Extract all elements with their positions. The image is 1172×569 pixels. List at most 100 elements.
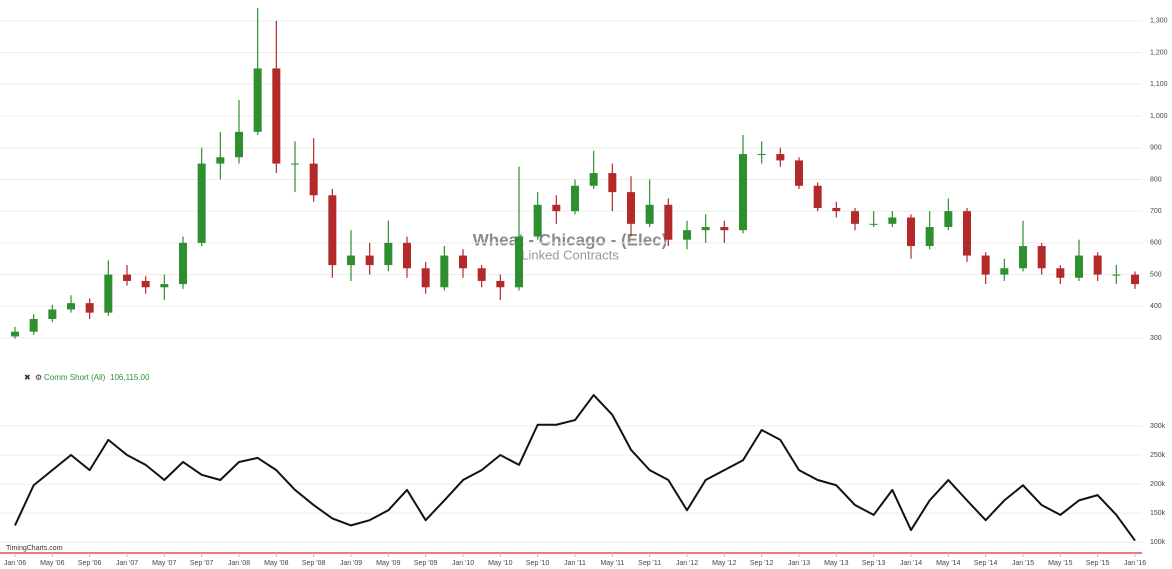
candle-body xyxy=(1000,268,1009,275)
x-tick-label: Jan '12 xyxy=(676,560,698,567)
x-tick-label: Jan '14 xyxy=(900,560,922,567)
candle-body xyxy=(347,255,355,266)
candle-body xyxy=(309,163,318,196)
candle-body xyxy=(533,204,542,237)
x-tick-label: May '14 xyxy=(936,560,960,567)
candle-body xyxy=(216,157,225,164)
y-tick-label: 1,100 xyxy=(1150,81,1168,88)
candle-body xyxy=(757,154,766,156)
candle-body xyxy=(141,280,150,288)
candle-body xyxy=(85,303,94,313)
candle-body xyxy=(291,163,299,165)
x-tick-label: Jan '09 xyxy=(340,560,362,567)
candle-body xyxy=(701,227,710,231)
x-tick-label: Sep '06 xyxy=(78,560,102,567)
candle-body xyxy=(552,204,561,212)
y-tick-label: 500 xyxy=(1150,271,1162,278)
legend-value: 106,115.00 xyxy=(110,373,150,382)
candle-body xyxy=(496,280,505,288)
y-tick-label: 300k xyxy=(1150,423,1166,430)
candle-body xyxy=(627,192,635,224)
candle-body xyxy=(664,204,673,240)
candle-body xyxy=(907,217,915,247)
x-tick-label: Sep '07 xyxy=(190,560,214,567)
candle-body xyxy=(944,211,953,228)
candle-body xyxy=(1112,274,1121,276)
x-tick-label: Sep '12 xyxy=(750,560,774,567)
candle-body xyxy=(851,211,859,224)
candle-body xyxy=(813,185,822,208)
x-tick-label: Sep '15 xyxy=(1086,560,1110,567)
candle-body xyxy=(1037,246,1046,269)
y-tick-label: 200k xyxy=(1150,481,1166,488)
series-line xyxy=(14,394,1136,542)
candle-body xyxy=(888,217,897,224)
attribution: TimingCharts.com xyxy=(6,545,63,552)
candle-body xyxy=(421,268,430,288)
y-tick-label: 1,000 xyxy=(1150,113,1168,120)
candle-body xyxy=(981,255,990,275)
candle-body xyxy=(179,242,187,285)
candle-body xyxy=(925,227,934,247)
candle-body xyxy=(235,131,243,158)
x-tick-label: May '12 xyxy=(712,560,736,567)
watermark-subtitle: Linked Contracts xyxy=(521,247,619,262)
candle-body xyxy=(869,223,878,225)
candle-body xyxy=(1131,274,1139,285)
x-tick-label: Sep '10 xyxy=(526,560,550,567)
x-tick-label: May '07 xyxy=(152,560,176,567)
settings-icon[interactable]: ⚙ xyxy=(35,373,42,382)
candle-body xyxy=(683,230,691,240)
x-tick-label: Jan '16 xyxy=(1124,560,1146,567)
y-tick-label: 800 xyxy=(1150,176,1162,183)
candle-body xyxy=(197,163,206,243)
candle-body xyxy=(328,195,337,266)
candle-body xyxy=(1093,255,1102,275)
x-tick-label: May '11 xyxy=(600,560,624,567)
y-tick-label: 150k xyxy=(1150,510,1166,517)
candle-body xyxy=(477,268,486,281)
candle-body xyxy=(1056,268,1065,278)
x-tick-label: May '06 xyxy=(40,560,64,567)
candle-body xyxy=(645,204,654,224)
candle-body xyxy=(795,160,803,186)
candle-body xyxy=(720,227,729,231)
candle-body xyxy=(459,255,467,269)
y-tick-label: 900 xyxy=(1150,145,1162,152)
y-tick-label: 1,200 xyxy=(1150,49,1168,56)
candle-body xyxy=(384,242,393,266)
candle-body xyxy=(440,255,449,288)
close-icon[interactable]: ✖ xyxy=(24,373,31,382)
x-tick-label: May '13 xyxy=(824,560,848,567)
candle-body xyxy=(67,303,75,310)
candle-body xyxy=(963,211,971,256)
candle-body xyxy=(29,318,38,332)
x-tick-label: May '08 xyxy=(264,560,288,567)
candle-body xyxy=(272,68,281,164)
legend-name: Comm Short (All) xyxy=(44,373,106,382)
y-tick-label: 700 xyxy=(1150,208,1162,215)
x-tick-label: Sep '11 xyxy=(638,560,661,567)
candle-body xyxy=(104,274,113,313)
candle-body xyxy=(403,242,411,269)
candle-body xyxy=(11,331,19,337)
y-tick-label: 100k xyxy=(1150,539,1166,546)
candle-body xyxy=(739,154,747,231)
candle-body xyxy=(589,173,598,186)
candle-body xyxy=(608,173,617,193)
y-tick-label: 600 xyxy=(1150,240,1162,247)
candle-body xyxy=(1019,246,1027,269)
x-tick-label: Jan '06 xyxy=(4,560,26,567)
y-tick-label: 300 xyxy=(1150,335,1162,342)
x-tick-label: Sep '08 xyxy=(302,560,326,567)
candle-body xyxy=(160,284,169,288)
x-tick-label: Sep '13 xyxy=(862,560,886,567)
y-tick-label: 400 xyxy=(1150,303,1162,310)
y-tick-label: 250k xyxy=(1150,452,1166,459)
candle-body xyxy=(123,274,131,281)
x-tick-label: Sep '14 xyxy=(974,560,998,567)
candle-body xyxy=(571,185,579,212)
x-tick-label: Jan '11 xyxy=(564,560,586,567)
candle-body xyxy=(1075,255,1083,278)
